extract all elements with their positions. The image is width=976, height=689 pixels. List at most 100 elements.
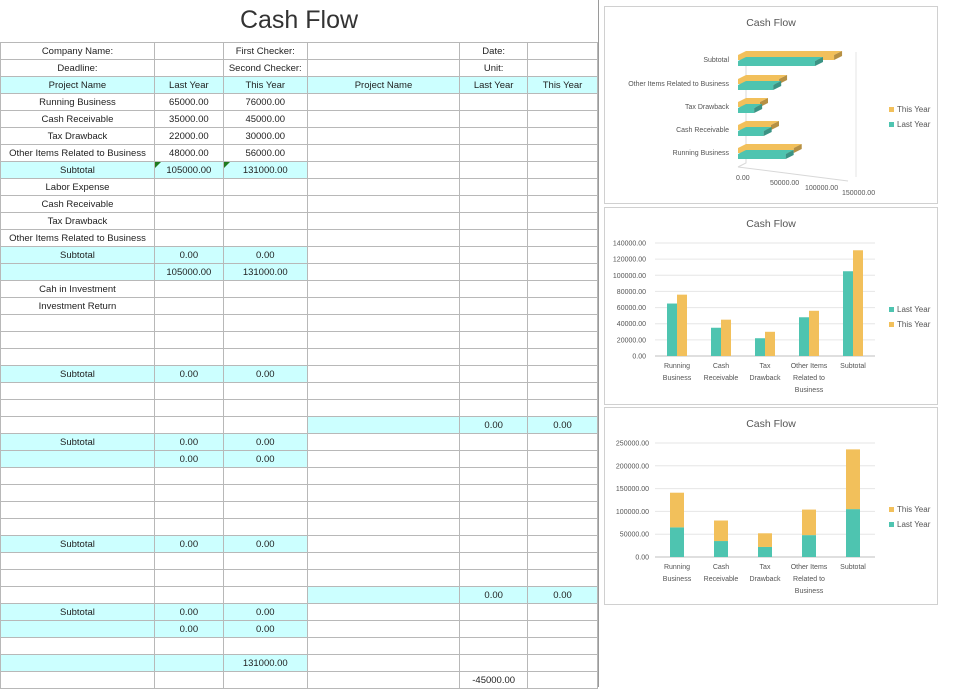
header-last-year-2[interactable]: Last Year xyxy=(459,76,529,94)
cell[interactable] xyxy=(222,518,308,536)
cell[interactable] xyxy=(153,399,224,417)
cell[interactable] xyxy=(306,467,461,485)
cell[interactable] xyxy=(306,399,461,417)
subtotal-label[interactable]: Subtotal xyxy=(0,161,155,179)
cell[interactable] xyxy=(0,348,155,366)
cell[interactable] xyxy=(527,178,598,196)
cell[interactable] xyxy=(459,212,529,230)
cell[interactable] xyxy=(306,671,461,689)
cell[interactable] xyxy=(459,297,529,315)
cell[interactable] xyxy=(222,195,308,213)
last-year-cell[interactable]: 65000.00 xyxy=(153,93,224,111)
cell[interactable] xyxy=(222,484,308,502)
cell[interactable] xyxy=(527,127,598,145)
cell[interactable] xyxy=(222,348,308,366)
row-label[interactable]: Other Items Related to Business xyxy=(0,144,155,162)
cell[interactable] xyxy=(459,433,529,451)
cell[interactable] xyxy=(0,399,155,417)
subtotal-this-year[interactable]: 0.00 xyxy=(222,535,308,553)
chart-clustered-column[interactable]: Cash Flow 0.00 20000.00 40000.00 60000.00 800… xyxy=(604,207,938,405)
subtotal-last-year[interactable]: 105000.00 xyxy=(153,161,224,179)
subtotal-this-year[interactable]: 0.00 xyxy=(222,246,308,264)
subtotal-last-year[interactable]: 0.00 xyxy=(153,433,224,451)
cell[interactable] xyxy=(459,263,529,281)
cell[interactable] xyxy=(527,331,598,349)
unit-cell[interactable] xyxy=(527,59,598,77)
cell[interactable] xyxy=(527,450,598,468)
cell[interactable] xyxy=(459,127,529,145)
cell[interactable] xyxy=(306,637,461,655)
cell[interactable] xyxy=(153,416,224,434)
right-total-this-year[interactable]: 0.00 xyxy=(527,416,598,434)
cell[interactable] xyxy=(153,212,224,230)
cell[interactable] xyxy=(527,212,598,230)
row-label[interactable]: Cash Receivable xyxy=(0,110,155,128)
cell[interactable] xyxy=(0,569,155,587)
net-label-cell[interactable] xyxy=(0,450,155,468)
row-label[interactable]: Cah in Investment xyxy=(0,280,155,298)
second-checker-label[interactable]: Second Checker: xyxy=(222,59,308,77)
this-year-cell[interactable]: 45000.00 xyxy=(222,110,308,128)
cell[interactable] xyxy=(306,195,461,213)
cell[interactable] xyxy=(306,552,461,570)
net-this-year[interactable]: 0.00 xyxy=(222,620,308,638)
cell[interactable] xyxy=(459,637,529,655)
cell[interactable] xyxy=(0,467,155,485)
cell[interactable] xyxy=(527,467,598,485)
cell[interactable] xyxy=(459,161,529,179)
subtotal-last-year[interactable]: 0.00 xyxy=(153,246,224,264)
company-name-cell[interactable] xyxy=(153,42,224,60)
cell[interactable] xyxy=(527,144,598,162)
date-cell[interactable] xyxy=(527,42,598,60)
cell[interactable] xyxy=(527,246,598,264)
subtotal-label[interactable]: Subtotal xyxy=(0,433,155,451)
cell[interactable] xyxy=(222,229,308,247)
second-checker-cell[interactable] xyxy=(306,59,461,77)
cell[interactable] xyxy=(459,331,529,349)
cell[interactable] xyxy=(222,501,308,519)
net-label-cell[interactable] xyxy=(0,620,155,638)
subtotal-this-year[interactable]: 131000.00 xyxy=(222,161,308,179)
cell[interactable] xyxy=(153,552,224,570)
cell[interactable] xyxy=(527,552,598,570)
cell[interactable] xyxy=(527,348,598,366)
cell[interactable] xyxy=(459,399,529,417)
right-total-label-cell[interactable] xyxy=(306,416,461,434)
cell[interactable] xyxy=(527,569,598,587)
cell[interactable] xyxy=(306,535,461,553)
cell[interactable] xyxy=(222,314,308,332)
net-last-year[interactable]: 105000.00 xyxy=(153,263,224,281)
cell[interactable] xyxy=(527,382,598,400)
cell[interactable] xyxy=(527,433,598,451)
cell[interactable] xyxy=(222,637,308,655)
this-year-cell[interactable]: 56000.00 xyxy=(222,144,308,162)
cell[interactable] xyxy=(153,314,224,332)
cell[interactable] xyxy=(153,348,224,366)
cell[interactable] xyxy=(306,263,461,281)
cell[interactable] xyxy=(306,144,461,162)
total-last-year[interactable] xyxy=(153,654,224,672)
cell[interactable] xyxy=(527,93,598,111)
cell[interactable] xyxy=(0,671,155,689)
cell[interactable] xyxy=(459,518,529,536)
right-total-last-year[interactable]: 0.00 xyxy=(459,416,529,434)
cell[interactable] xyxy=(527,637,598,655)
cell[interactable] xyxy=(459,280,529,298)
cell[interactable] xyxy=(306,501,461,519)
cell[interactable] xyxy=(153,518,224,536)
cell[interactable] xyxy=(527,314,598,332)
cell[interactable] xyxy=(306,314,461,332)
cell[interactable] xyxy=(0,416,155,434)
cell[interactable] xyxy=(459,501,529,519)
subtotal-last-year[interactable]: 0.00 xyxy=(153,535,224,553)
cell[interactable] xyxy=(459,314,529,332)
row-label[interactable]: Tax Drawback xyxy=(0,212,155,230)
cell[interactable] xyxy=(527,399,598,417)
cell[interactable] xyxy=(0,637,155,655)
cell[interactable] xyxy=(527,501,598,519)
cell[interactable] xyxy=(222,586,308,604)
cell[interactable] xyxy=(306,518,461,536)
cell[interactable] xyxy=(459,552,529,570)
total-label-cell[interactable] xyxy=(0,654,155,672)
first-checker-cell[interactable] xyxy=(306,42,461,60)
